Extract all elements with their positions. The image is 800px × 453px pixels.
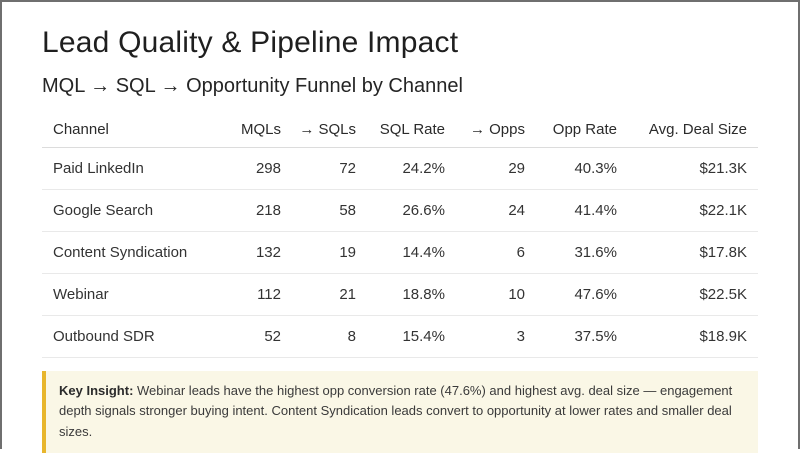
table-cell-deal-size: $22.5K bbox=[699, 285, 747, 303]
table-cell-sqls: 21 bbox=[339, 285, 356, 303]
table-cell-deal-size: $21.3K bbox=[699, 159, 747, 177]
table-cell-opp-rate: 37.5% bbox=[574, 327, 617, 345]
table-cell-mqls: 112 bbox=[257, 285, 281, 303]
key-insight-text: Webinar leads have the highest opp conve… bbox=[59, 382, 733, 440]
slide-title: Lead Quality & Pipeline Impact bbox=[42, 26, 459, 59]
table-cell-sql-rate: 24.2% bbox=[402, 159, 445, 177]
table-cell-mqls: 218 bbox=[255, 201, 281, 219]
table-cell-channel: Outbound SDR bbox=[53, 327, 155, 345]
table-cell-opp-rate: 40.3% bbox=[574, 159, 617, 177]
column-header-opp-rate: Opp Rate bbox=[552, 121, 617, 138]
table-cell-channel: Google Search bbox=[53, 201, 154, 219]
table-cell-mqls: 52 bbox=[264, 327, 281, 345]
table-cell-sql-rate: 14.4% bbox=[402, 243, 445, 261]
row-content-syndication: Content Syndication 132 19 14.4% 6 31.6%… bbox=[42, 232, 758, 274]
row-webinar: Webinar 112 21 18.8% 10 47.6% $22.5K bbox=[42, 274, 758, 316]
table-cell-sqls: 8 bbox=[347, 327, 356, 345]
table-cell-opps: 3 bbox=[516, 327, 525, 345]
table-cell-deal-size: $17.8K bbox=[699, 243, 747, 261]
table-cell-channel: Content Syndication bbox=[53, 243, 188, 261]
table-cell-opp-rate: 47.6% bbox=[574, 285, 617, 303]
table-cell-mqls: 298 bbox=[255, 159, 281, 177]
table-cell-channel: Webinar bbox=[53, 285, 109, 303]
table-cell-sqls: 72 bbox=[339, 159, 356, 177]
table-cell-opp-rate: 31.6% bbox=[574, 243, 617, 261]
key-insight-label: Key Insight: bbox=[59, 382, 134, 398]
key-insight-callout: Key Insight: Webinar leads have the high… bbox=[42, 370, 758, 453]
table-cell-sqls: 19 bbox=[339, 243, 356, 261]
column-header-channel: Channel bbox=[53, 121, 109, 138]
table-cell-opps: 10 bbox=[508, 285, 525, 303]
slide-subtitle: MQL → SQL → Opportunity Funnel by Channe… bbox=[42, 74, 463, 97]
table-cell-opps: 29 bbox=[508, 159, 525, 177]
row-google-search: Google Search 218 58 26.6% 24 41.4% $22.… bbox=[42, 190, 758, 232]
row-outbound-sdr: Outbound SDR 52 8 15.4% 3 37.5% $18.9K bbox=[42, 316, 758, 358]
column-header-sqls: → SQLs bbox=[299, 121, 356, 138]
table-cell-sql-rate: 15.4% bbox=[402, 327, 445, 345]
table-cell-deal-size: $22.1K bbox=[699, 201, 747, 219]
table-cell-opps: 24 bbox=[508, 201, 525, 219]
table-cell-deal-size: $18.9K bbox=[699, 327, 747, 345]
column-header-opps: → Opps bbox=[469, 121, 525, 138]
column-header-mqls: MQLs bbox=[240, 121, 281, 138]
funnel-table: Channel MQLs → SQLs SQL Rate → Opps Opp … bbox=[42, 113, 758, 358]
table-cell-sql-rate: 18.8% bbox=[402, 285, 445, 303]
column-header-sql-rate: SQL Rate bbox=[379, 121, 445, 138]
table-cell-opp-rate: 41.4% bbox=[574, 201, 617, 219]
table-cell-mqls: 132 bbox=[255, 243, 281, 261]
row-paid-linkedin: Paid LinkedIn 298 72 24.2% 29 40.3% $21.… bbox=[42, 148, 758, 190]
table-cell-sql-rate: 26.6% bbox=[402, 201, 445, 219]
table-cell-sqls: 58 bbox=[339, 201, 356, 219]
table-cell-opps: 6 bbox=[516, 243, 525, 261]
column-header-avg-deal-size: Avg. Deal Size bbox=[648, 121, 747, 138]
table-cell-channel: Paid LinkedIn bbox=[53, 159, 144, 177]
table-header-row: Channel MQLs → SQLs SQL Rate → Opps Opp … bbox=[42, 113, 758, 148]
